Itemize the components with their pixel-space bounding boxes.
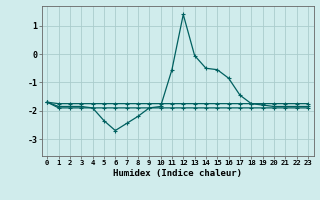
X-axis label: Humidex (Indice chaleur): Humidex (Indice chaleur) [113,169,242,178]
